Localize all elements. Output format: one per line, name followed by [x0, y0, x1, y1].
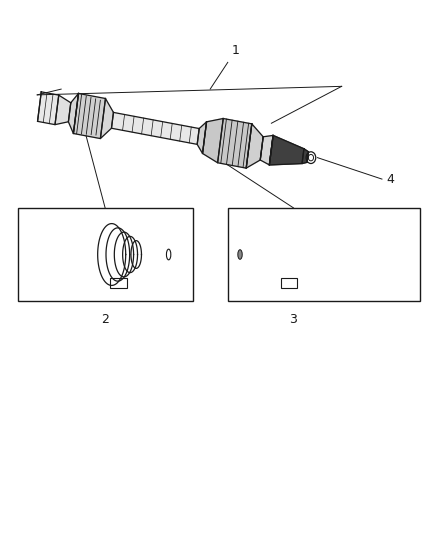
Bar: [18, 208, 193, 301]
Polygon shape: [100, 99, 113, 139]
Polygon shape: [68, 93, 78, 133]
Text: 4: 4: [386, 173, 394, 185]
Polygon shape: [202, 118, 223, 163]
Polygon shape: [218, 118, 252, 168]
Text: 1: 1: [232, 44, 240, 57]
Polygon shape: [302, 149, 308, 164]
Bar: [228, 208, 420, 301]
Polygon shape: [74, 93, 106, 139]
Polygon shape: [55, 95, 71, 125]
Polygon shape: [269, 135, 304, 165]
Polygon shape: [246, 124, 263, 168]
Polygon shape: [111, 112, 199, 144]
Polygon shape: [197, 122, 207, 154]
Polygon shape: [38, 92, 59, 125]
Ellipse shape: [238, 249, 242, 260]
Text: 3: 3: [290, 313, 297, 326]
Text: 2: 2: [101, 313, 109, 326]
Polygon shape: [260, 135, 273, 165]
